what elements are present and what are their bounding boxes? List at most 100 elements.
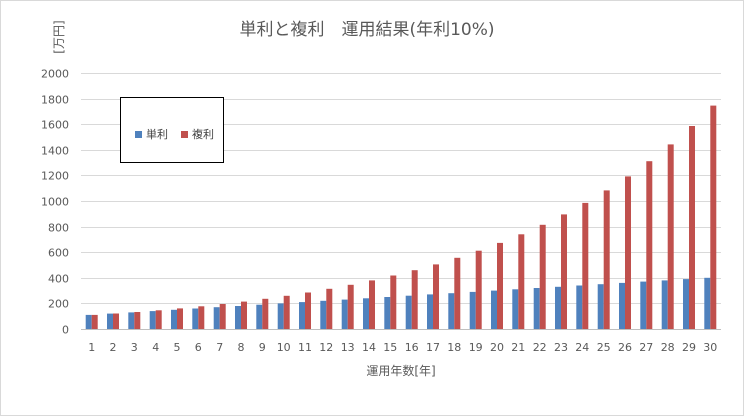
bar-series-2-year-30 bbox=[710, 105, 717, 329]
y-tick-label: 1800 bbox=[41, 94, 69, 107]
bars bbox=[85, 105, 717, 329]
bar-series-1-year-29 bbox=[683, 279, 689, 329]
x-tick-label: 20 bbox=[490, 341, 504, 354]
bar-series-2-year-26 bbox=[625, 176, 631, 329]
x-tick-label: 27 bbox=[639, 341, 653, 354]
y-tick-label: 200 bbox=[48, 298, 69, 311]
y-axis-ticks: 0 200 400 600 800 1000 1200 1400 1600 1800 2000 bbox=[41, 68, 69, 337]
y-axis-label: [万円] bbox=[52, 20, 66, 53]
bar-series-1-year-27 bbox=[640, 281, 647, 329]
legend-label-series-2: 複利 bbox=[192, 128, 214, 141]
bar-series-2-year-5 bbox=[177, 308, 183, 329]
x-tick-label: 26 bbox=[618, 341, 632, 354]
x-tick-label: 9 bbox=[259, 341, 266, 354]
legend-label-series-1: 単利 bbox=[146, 128, 168, 141]
bar-series-2-year-9 bbox=[262, 298, 269, 329]
bar-series-1-year-23 bbox=[555, 286, 561, 329]
x-tick-label: 18 bbox=[447, 341, 461, 354]
bar-series-1-year-19 bbox=[469, 291, 476, 329]
x-tick-label: 8 bbox=[238, 341, 245, 354]
bar-series-1-year-6 bbox=[192, 308, 199, 329]
gridlines bbox=[81, 73, 721, 330]
bar-series-2-year-16 bbox=[411, 270, 418, 329]
bar-series-2-year-23 bbox=[561, 214, 567, 329]
bar-series-2-year-24 bbox=[582, 202, 589, 329]
x-tick-label: 1 bbox=[88, 341, 95, 354]
x-tick-label: 16 bbox=[405, 341, 419, 354]
bar-series-1-year-13 bbox=[341, 299, 348, 329]
legend-item-series-1: 単利 bbox=[135, 126, 168, 142]
y-tick-label: 800 bbox=[48, 222, 69, 235]
x-tick-label: 5 bbox=[174, 341, 181, 354]
bar-series-2-year-21 bbox=[518, 234, 525, 329]
x-tick-label: 6 bbox=[195, 341, 202, 354]
bar-series-1-year-1 bbox=[85, 314, 92, 329]
bar-series-1-year-5 bbox=[171, 309, 177, 329]
bar-series-2-year-10 bbox=[283, 295, 290, 329]
x-tick-label: 19 bbox=[469, 341, 483, 354]
bar-series-2-year-6 bbox=[198, 306, 205, 329]
chart-title: 単利と複利 運用結果(年利10%) bbox=[239, 20, 494, 40]
x-axis-label: 運用年数[年] bbox=[366, 363, 435, 378]
bar-series-1-year-4 bbox=[149, 311, 156, 329]
bar-series-1-year-11 bbox=[299, 302, 305, 329]
bar-series-1-year-12 bbox=[320, 300, 327, 329]
bar-series-1-year-9 bbox=[256, 304, 263, 329]
bar-series-1-year-21 bbox=[512, 289, 519, 329]
bar-series-1-year-28 bbox=[661, 280, 668, 329]
bar-series-2-year-11 bbox=[305, 292, 311, 329]
bar-series-1-year-15 bbox=[384, 297, 391, 329]
bar-series-2-year-12 bbox=[326, 288, 333, 329]
x-tick-label: 7 bbox=[216, 341, 223, 354]
y-tick-label: 1400 bbox=[41, 145, 69, 158]
bar-series-1-year-30 bbox=[704, 277, 711, 329]
x-tick-label: 13 bbox=[341, 341, 355, 354]
bar-series-2-year-13 bbox=[347, 284, 354, 329]
x-tick-label: 29 bbox=[682, 341, 696, 354]
x-axis-ticks: 1 2 3 4 5 6 7 8 9 10 11 12 13 14 15 16 17 18 19 20 21 22 23 24 2… bbox=[88, 341, 717, 354]
bar-series-1-year-10 bbox=[277, 303, 284, 329]
x-tick-label: 3 bbox=[131, 341, 138, 354]
y-tick-label: 1000 bbox=[41, 196, 69, 209]
bar-series-2-year-19 bbox=[475, 250, 482, 329]
bar-series-2-year-20 bbox=[497, 242, 503, 329]
y-tick-label: 1600 bbox=[41, 119, 69, 132]
y-tick-label: 2000 bbox=[41, 68, 69, 81]
y-tick-label: 600 bbox=[48, 247, 69, 260]
bar-series-2-year-14 bbox=[369, 280, 375, 329]
legend-swatch-series-2 bbox=[181, 130, 188, 138]
y-tick-label: 400 bbox=[48, 273, 69, 286]
bar-series-2-year-29 bbox=[689, 126, 695, 329]
x-tick-label: 2 bbox=[110, 341, 117, 354]
legend-item-series-2: 複利 bbox=[181, 126, 214, 142]
bar-series-1-year-22 bbox=[533, 288, 540, 329]
x-tick-label: 10 bbox=[277, 341, 291, 354]
legend: 単利 複利 bbox=[120, 97, 224, 163]
x-tick-label: 4 bbox=[152, 341, 159, 354]
bar-series-2-year-28 bbox=[667, 144, 674, 329]
bar-series-1-year-14 bbox=[363, 298, 369, 329]
x-tick-label: 17 bbox=[426, 341, 440, 354]
bar-series-2-year-3 bbox=[134, 312, 141, 329]
bar-series-2-year-2 bbox=[113, 313, 119, 329]
x-tick-label: 23 bbox=[554, 341, 568, 354]
bar-series-2-year-8 bbox=[241, 301, 247, 329]
x-tick-label: 24 bbox=[575, 341, 589, 354]
bar-series-2-year-22 bbox=[539, 224, 546, 329]
bar-series-1-year-20 bbox=[491, 290, 497, 329]
bar-series-2-year-27 bbox=[646, 161, 653, 329]
bar-series-1-year-8 bbox=[235, 306, 241, 329]
x-tick-label: 14 bbox=[362, 341, 376, 354]
x-tick-label: 25 bbox=[597, 341, 611, 354]
x-tick-label: 11 bbox=[298, 341, 312, 354]
bar-series-1-year-18 bbox=[448, 293, 455, 329]
legend-swatch-series-1 bbox=[135, 130, 142, 138]
x-tick-label: 15 bbox=[383, 341, 397, 354]
bar-series-2-year-4 bbox=[155, 310, 162, 329]
bar-series-1-year-7 bbox=[213, 307, 220, 329]
bar-series-1-year-2 bbox=[107, 313, 113, 329]
bar-series-1-year-26 bbox=[619, 282, 625, 329]
x-tick-label: 12 bbox=[319, 341, 333, 354]
bar-series-1-year-16 bbox=[405, 295, 412, 329]
